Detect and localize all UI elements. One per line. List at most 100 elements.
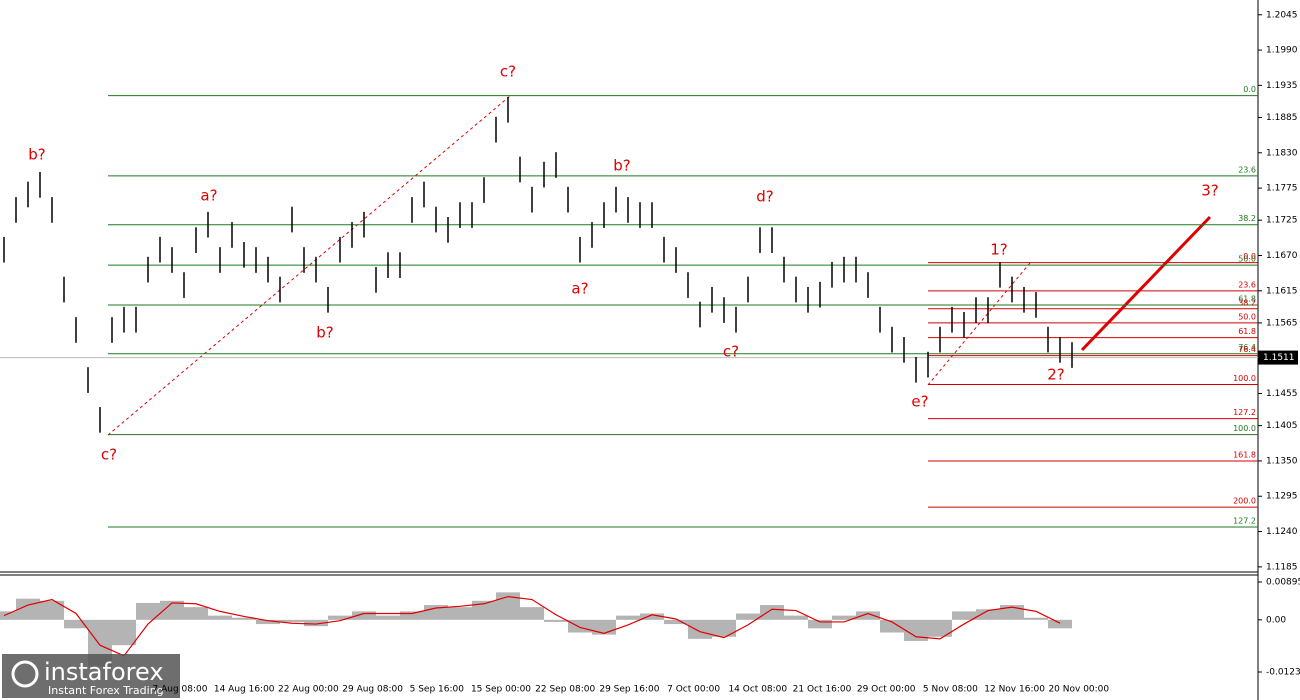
wave-label: c? — [500, 63, 516, 81]
histogram-bar — [40, 600, 64, 620]
x-tick-label: 5 Sep 16:00 — [410, 685, 465, 695]
x-tick-label: 14 Oct 08:00 — [728, 685, 787, 695]
histogram-bar — [184, 607, 208, 620]
wave-label: 1? — [990, 241, 1008, 259]
histogram-bar — [568, 619, 592, 633]
histogram-bar — [424, 605, 448, 620]
y-tick-label: 1.1565 — [1266, 318, 1298, 328]
y-tick-label: 1.1240 — [1266, 527, 1298, 537]
histogram-bar — [112, 619, 136, 646]
x-tick-label: 12 Nov 16:00 — [984, 685, 1045, 695]
y-tick-label: 0.00 — [1266, 615, 1286, 625]
histogram-bar — [64, 619, 88, 629]
histogram-bar — [208, 615, 232, 620]
signal-line — [3, 595, 1061, 657]
x-tick-label: 7 Aug 08:00 — [153, 685, 208, 695]
y-tick-label: 1.2045 — [1266, 10, 1298, 20]
histogram-bar — [688, 619, 712, 639]
histogram-bar — [808, 619, 832, 629]
histogram-bar — [856, 611, 880, 620]
fib-label: 76.4 — [1238, 343, 1256, 352]
wave-label: a? — [571, 280, 588, 298]
histogram-bar — [304, 619, 328, 627]
wave-label: a? — [200, 187, 217, 205]
histogram-bar — [928, 619, 952, 637]
histogram-bar — [328, 615, 352, 620]
forecast-line — [1080, 215, 1212, 352]
histogram-bar — [904, 619, 928, 641]
fib-label: 0.0 — [1243, 252, 1256, 261]
histogram-bar — [1024, 617, 1048, 620]
fib-label: 50.0 — [1238, 312, 1256, 321]
y-tick-label: 1.1185 — [1266, 562, 1298, 572]
fib-label: 0.0 — [1243, 85, 1256, 94]
histogram-bar — [400, 611, 424, 620]
fib-label: 61.8 — [1238, 327, 1256, 336]
fib-label: 100.0 — [1233, 374, 1256, 383]
x-tick-label: 14 Aug 16:00 — [214, 685, 275, 695]
histogram-bar — [664, 619, 688, 625]
histogram-bar — [952, 611, 976, 620]
y-tick-label: 1.1725 — [1266, 216, 1298, 226]
histogram-bar — [376, 615, 400, 620]
histogram-bar — [256, 619, 280, 625]
histogram-bar — [880, 619, 904, 633]
histogram-bar — [616, 615, 640, 620]
histogram-bar — [472, 600, 496, 620]
wave-label: d? — [756, 188, 773, 206]
histogram-bar — [544, 619, 568, 622]
wave-label: 3? — [1201, 182, 1219, 200]
y-tick-label: 1.1405 — [1266, 421, 1298, 431]
last-price-label: 1.1511 — [1263, 353, 1295, 363]
x-tick-label: 29 Oct 00:00 — [857, 685, 916, 695]
histogram-bar — [520, 607, 544, 620]
fib-label: 100.0 — [1233, 424, 1256, 433]
x-tick-label: 7 Oct 00:00 — [667, 685, 720, 695]
fib-label: 38.2 — [1238, 298, 1256, 307]
y-tick-label: 1.1990 — [1266, 46, 1298, 56]
fib-label: 38.2 — [1238, 214, 1256, 223]
fib-label: 50.0 — [1238, 255, 1256, 264]
x-tick-label: 29 Sep 16:00 — [599, 685, 659, 695]
y-tick-label: 1.1350 — [1266, 456, 1298, 466]
wave-label: 2? — [1047, 366, 1065, 384]
wave-label: b? — [613, 157, 630, 175]
x-tick-label: 20 Nov 00:00 — [1048, 685, 1109, 695]
histogram-bar — [232, 617, 256, 620]
watermark-bg — [2, 654, 180, 698]
histogram-bar — [736, 613, 760, 620]
x-tick-label: 5 Nov 08:00 — [923, 685, 978, 695]
histogram-bar — [160, 600, 184, 620]
histogram-bar — [640, 613, 664, 620]
histogram-bar — [448, 607, 472, 620]
histogram-bar — [784, 615, 808, 620]
fib-label: 76.4 — [1238, 345, 1256, 354]
y-tick-label: -0.01234 — [1266, 668, 1300, 678]
brand: instaforex — [44, 658, 164, 686]
fib-label: 23.6 — [1238, 165, 1256, 174]
y-tick-label: 1.1670 — [1266, 251, 1298, 261]
trend-line — [927, 262, 1031, 386]
tagline: Instant Forex Trading — [48, 684, 164, 697]
x-tick-label: 21 Oct 16:00 — [793, 685, 852, 695]
histogram-bar — [280, 619, 304, 622]
histogram-bar — [0, 611, 16, 620]
x-tick-label: 29 Aug 08:00 — [342, 685, 403, 695]
histogram-bar — [976, 609, 1000, 620]
wave-label: b? — [316, 324, 333, 342]
histogram-bar — [352, 611, 376, 620]
histogram-bar — [832, 615, 856, 620]
fib-label: 161.8 — [1233, 450, 1256, 459]
histogram-bar — [1048, 619, 1072, 629]
fib-label: 200.0 — [1233, 497, 1256, 506]
histogram-bar — [760, 605, 784, 620]
fib-label: 127.2 — [1233, 517, 1256, 526]
y-tick-label: 1.1615 — [1266, 286, 1298, 296]
fib-label: 61.8 — [1238, 294, 1256, 303]
watermark: instaforex Instant Forex Trading — [2, 654, 180, 698]
x-tick-label: 22 Sep 08:00 — [535, 685, 595, 695]
histogram-bar — [712, 619, 736, 637]
y-tick-label: 1.1935 — [1266, 81, 1298, 91]
